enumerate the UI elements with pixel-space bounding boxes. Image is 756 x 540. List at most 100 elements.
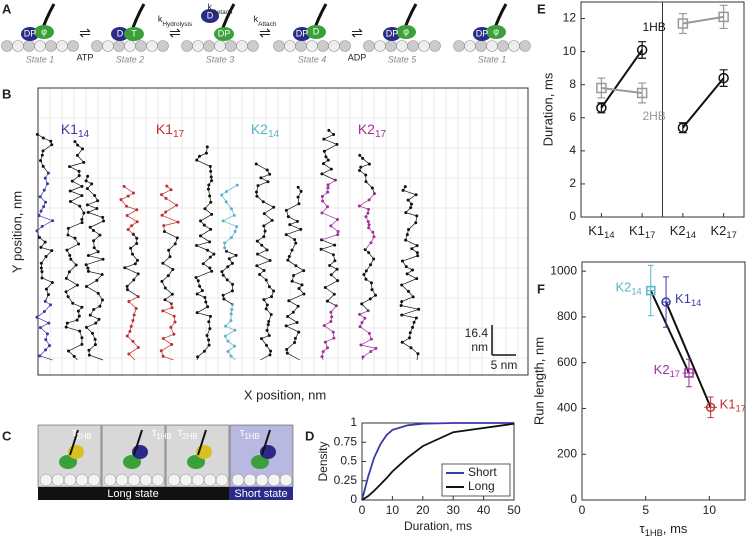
trace [401, 284, 409, 292]
trace [401, 305, 419, 310]
x-tick-label: 0 [359, 503, 366, 517]
trace [401, 314, 417, 319]
trace [69, 264, 77, 273]
trace [87, 188, 95, 196]
trace [327, 300, 337, 307]
motor-label: K217 [358, 121, 387, 140]
trace [128, 296, 139, 302]
trace [86, 280, 97, 287]
trace [162, 256, 171, 264]
tubulin [139, 473, 153, 487]
trace [68, 222, 83, 229]
trace [70, 186, 83, 192]
tubulin [103, 473, 117, 487]
trace [257, 181, 269, 187]
trace-point [235, 183, 239, 187]
trace [325, 287, 335, 295]
trace-point [125, 288, 129, 292]
panel-label: A [2, 1, 12, 16]
head-label: DP [296, 28, 309, 38]
trace-point [254, 162, 258, 166]
tubulin [191, 473, 205, 487]
trace [89, 220, 104, 228]
trace [168, 243, 176, 251]
trace [195, 270, 212, 278]
trace [69, 166, 80, 172]
trace [288, 216, 298, 222]
trace [402, 189, 417, 196]
neck [133, 429, 143, 456]
trace [264, 213, 273, 221]
tubulin [243, 473, 257, 487]
trace [287, 316, 298, 323]
trace [323, 163, 332, 170]
trace [360, 163, 370, 168]
y-tick-label: 8 [569, 77, 576, 91]
trace [67, 319, 78, 324]
trace-point [35, 132, 39, 136]
trace-point [296, 185, 300, 189]
trace [257, 249, 268, 255]
trace [36, 311, 45, 318]
marker [684, 368, 694, 378]
trace [126, 205, 137, 211]
trace [288, 300, 299, 307]
trace-point [122, 184, 126, 188]
tubulin [192, 40, 204, 52]
trace [359, 199, 370, 207]
tubulin [247, 40, 259, 52]
text-part: , ms [663, 521, 688, 536]
trace [324, 144, 338, 152]
text-part: 14 [268, 129, 280, 140]
head [187, 455, 205, 469]
transition-label: kAttach [254, 14, 277, 27]
trace [286, 229, 301, 235]
legend-label: Long [468, 479, 495, 493]
text-part: K2 [710, 223, 726, 238]
trace [223, 298, 233, 305]
marker [596, 82, 607, 94]
trace [87, 200, 98, 206]
text-part: 14 [604, 230, 614, 240]
tubulin [385, 40, 397, 52]
y-axis-label: Y position, nm [9, 191, 24, 273]
trace [88, 212, 103, 218]
text-part: K2 [670, 223, 686, 238]
trace [123, 186, 134, 194]
tubulin [203, 40, 215, 52]
trace [408, 222, 417, 230]
text-part: τ [72, 427, 77, 439]
head-front [306, 25, 326, 39]
trace [405, 212, 417, 217]
trace [39, 355, 53, 361]
y-axis-label: Run length, nm [531, 337, 546, 425]
text-part: τ [152, 427, 157, 439]
panel-label: B [2, 86, 11, 101]
x-tick-label: 5 [642, 503, 649, 517]
tubulin [317, 40, 329, 52]
trace [88, 255, 104, 260]
trace [226, 250, 237, 256]
trace [162, 307, 173, 312]
trace [287, 352, 300, 361]
x-tick-label: K117 [629, 223, 655, 240]
trace [196, 245, 208, 251]
series-line [682, 15, 724, 25]
trace [77, 155, 84, 163]
trace [288, 293, 305, 302]
series-line [600, 49, 643, 109]
tubulin [339, 40, 351, 52]
head-rear [111, 27, 129, 41]
y-tick-label: 0 [569, 209, 576, 223]
trace [263, 201, 274, 208]
trend-line [665, 301, 712, 408]
series-line [682, 77, 725, 129]
tubulin [429, 40, 441, 52]
text-part: K1 [675, 291, 691, 306]
trace [256, 163, 268, 171]
head-label: DP [386, 28, 399, 38]
trace [330, 219, 338, 227]
state-label: State 2 [116, 54, 145, 64]
tau-label: τ1HB [152, 427, 172, 441]
